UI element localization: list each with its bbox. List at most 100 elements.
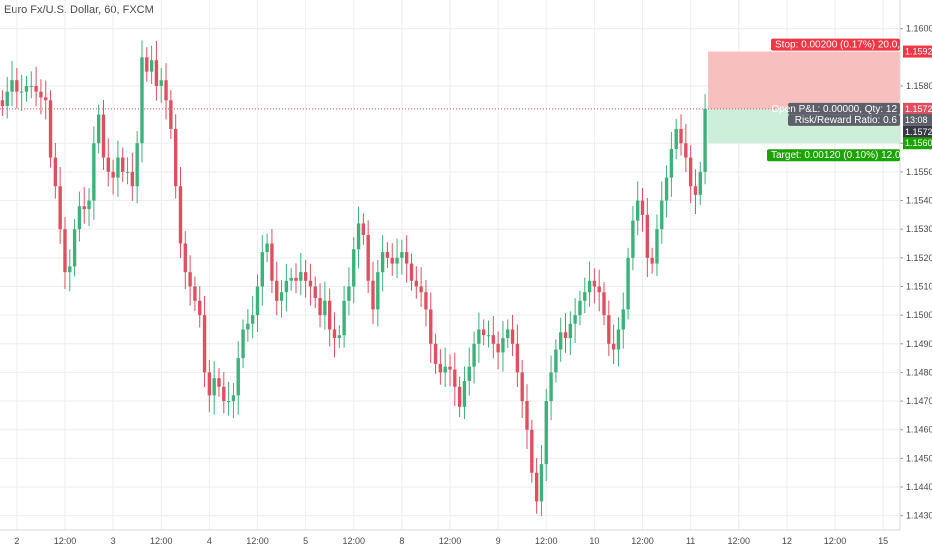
- candle-body: [236, 358, 240, 396]
- candle-body: [68, 266, 72, 273]
- y-tick-label: 1.16000: [906, 24, 932, 34]
- candle-body: [82, 206, 86, 210]
- x-tick-label: 12:00: [150, 536, 173, 546]
- x-tick-label: 12:00: [342, 536, 365, 546]
- candle-body: [289, 277, 293, 281]
- candle-body: [390, 257, 394, 264]
- candle-body: [453, 369, 457, 387]
- candle-body: [318, 297, 322, 316]
- entry-price-tag-text: 1.15720: [905, 104, 932, 114]
- candle-body: [587, 280, 592, 293]
- candle-body: [34, 85, 38, 92]
- candle-body: [486, 335, 491, 337]
- candle-body: [183, 243, 187, 273]
- candle-body: [448, 366, 452, 370]
- candle-body: [626, 257, 630, 310]
- time-axis[interactable]: 2 12:00 3 12:00 4 12:00 5 12:00 8 12:00 9 12:00 10 12…: [0, 529, 900, 546]
- candle-body: [284, 280, 289, 293]
- candle-body: [424, 292, 428, 310]
- candle-body: [501, 338, 505, 353]
- candle-body: [525, 401, 529, 430]
- candle-body: [226, 401, 231, 403]
- candle-body: [275, 280, 279, 301]
- stop-label-text: Stop: 0.00200 (0.17%) 20.0, Am: [775, 40, 917, 51]
- candle-body: [688, 157, 693, 187]
- candle-body: [342, 300, 346, 336]
- candle-body: [265, 243, 269, 253]
- candle-body: [583, 292, 587, 301]
- candle-body: [409, 263, 414, 281]
- candle-body: [684, 143, 688, 158]
- y-tick-label: 1.15100: [906, 281, 932, 291]
- candle-body: [0, 100, 5, 106]
- candle-body: [530, 429, 534, 473]
- candle-body: [327, 300, 332, 330]
- candle-body: [664, 177, 669, 201]
- x-tick-label: 12:00: [246, 536, 269, 546]
- candle-body: [592, 280, 597, 287]
- x-tick-label: 2: [14, 536, 19, 546]
- y-tick-label: 1.14500: [906, 453, 932, 463]
- candle-body: [101, 114, 106, 158]
- candle-body: [616, 329, 621, 350]
- candle-body: [477, 329, 481, 344]
- x-tick-label: 12:00: [631, 536, 654, 546]
- candle-body: [506, 329, 510, 339]
- candle-body: [173, 128, 178, 187]
- candle-body: [491, 335, 495, 344]
- candle-body: [607, 315, 611, 344]
- candle-body: [429, 309, 433, 344]
- candle-body: [419, 286, 423, 293]
- candle-body: [568, 323, 573, 339]
- x-tick-label: 12:00: [728, 536, 751, 546]
- countdown-tag-text: 13:08: [905, 115, 928, 125]
- y-tick-label: 1.15000: [906, 310, 932, 320]
- candle-body: [198, 300, 202, 316]
- candle-body: [602, 292, 606, 316]
- candle-body: [250, 315, 255, 324]
- entry-price-tag-bg: [903, 102, 932, 115]
- candle-body: [39, 91, 43, 98]
- candle-body: [597, 286, 601, 293]
- y-tick-label: 1.15500: [906, 167, 932, 177]
- candle-body: [462, 381, 467, 407]
- target-label: Target: 0.00120 (0.10%) 12.0, Am: [767, 149, 921, 162]
- candle-body: [361, 223, 366, 235]
- x-tick-label: 5: [303, 536, 308, 546]
- candle-body: [29, 85, 33, 87]
- candle-body: [703, 108, 707, 172]
- candle-body: [352, 249, 356, 287]
- candle-body: [443, 366, 447, 373]
- candle-body: [169, 100, 173, 129]
- candle-body: [559, 332, 563, 350]
- candle-body: [679, 128, 683, 144]
- candle-body: [578, 300, 582, 316]
- candle-body: [645, 214, 650, 258]
- candle-body: [472, 343, 476, 367]
- stop-zone: [708, 51, 900, 109]
- candle-body: [496, 343, 500, 353]
- price-axis[interactable]: 1.16000 1.15800 1.15600 1.15500 1.15400 1.153…: [899, 0, 932, 530]
- candle-body: [332, 329, 337, 339]
- x-tick-label: 9: [496, 536, 501, 546]
- candle-body: [178, 186, 183, 244]
- y-tick-label: 1.14300: [906, 511, 932, 521]
- open-pnl-label-text: Open P&L: 0.00000, Qty: 12: [771, 104, 897, 115]
- target-price-tag-text: 1.15600: [905, 138, 932, 148]
- candle-body: [106, 157, 110, 172]
- candle-body: [207, 372, 212, 396]
- candle-body: [414, 280, 418, 287]
- candle-body: [337, 335, 341, 339]
- y-tick-label: 1.14900: [906, 339, 932, 349]
- candle-body: [482, 329, 486, 336]
- candle-body: [299, 272, 303, 281]
- candle-body: [111, 171, 115, 178]
- candle-body: [241, 329, 245, 359]
- target-label-text: Target: 0.00120 (0.10%) 12.0, Am: [771, 150, 921, 161]
- candle-body: [554, 349, 558, 373]
- position-overlay[interactable]: Stop: 0.00200 (0.17%) 20.0, Am Target: 0.…: [767, 38, 932, 162]
- y-tick-label: 1.15400: [906, 196, 932, 206]
- candle-body: [72, 229, 77, 267]
- risk-reward-label-text: Risk/Reward Ratio: 0.6: [795, 115, 898, 126]
